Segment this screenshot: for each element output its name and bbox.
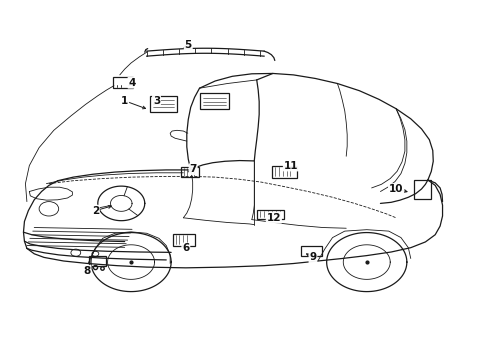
FancyBboxPatch shape xyxy=(301,246,321,256)
Text: 9: 9 xyxy=(309,252,316,262)
Text: 8: 8 xyxy=(83,266,90,276)
FancyBboxPatch shape xyxy=(181,167,199,177)
FancyBboxPatch shape xyxy=(113,77,133,88)
FancyBboxPatch shape xyxy=(271,166,297,178)
Text: 11: 11 xyxy=(283,161,298,171)
Text: 12: 12 xyxy=(266,213,281,223)
Text: 3: 3 xyxy=(153,96,160,106)
Text: 6: 6 xyxy=(182,243,189,253)
Text: 2: 2 xyxy=(92,206,99,216)
FancyBboxPatch shape xyxy=(172,234,195,246)
Text: 5: 5 xyxy=(184,40,191,50)
Text: 7: 7 xyxy=(189,164,197,174)
Text: 4: 4 xyxy=(128,78,136,88)
FancyBboxPatch shape xyxy=(200,93,229,109)
FancyBboxPatch shape xyxy=(257,210,283,219)
FancyBboxPatch shape xyxy=(89,256,106,266)
FancyBboxPatch shape xyxy=(149,96,177,112)
FancyBboxPatch shape xyxy=(413,180,430,199)
Text: 10: 10 xyxy=(388,184,403,194)
Text: 1: 1 xyxy=(121,96,128,106)
